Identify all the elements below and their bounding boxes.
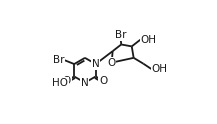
Text: O: O — [99, 76, 107, 86]
Text: O: O — [108, 58, 116, 68]
Text: N: N — [92, 59, 100, 69]
Text: N: N — [81, 78, 89, 88]
Text: OH: OH — [152, 64, 168, 74]
Text: HO: HO — [53, 78, 69, 88]
Text: OH: OH — [140, 35, 156, 45]
Text: O: O — [63, 76, 71, 86]
Text: Br: Br — [115, 30, 126, 40]
Text: Br: Br — [53, 55, 65, 65]
